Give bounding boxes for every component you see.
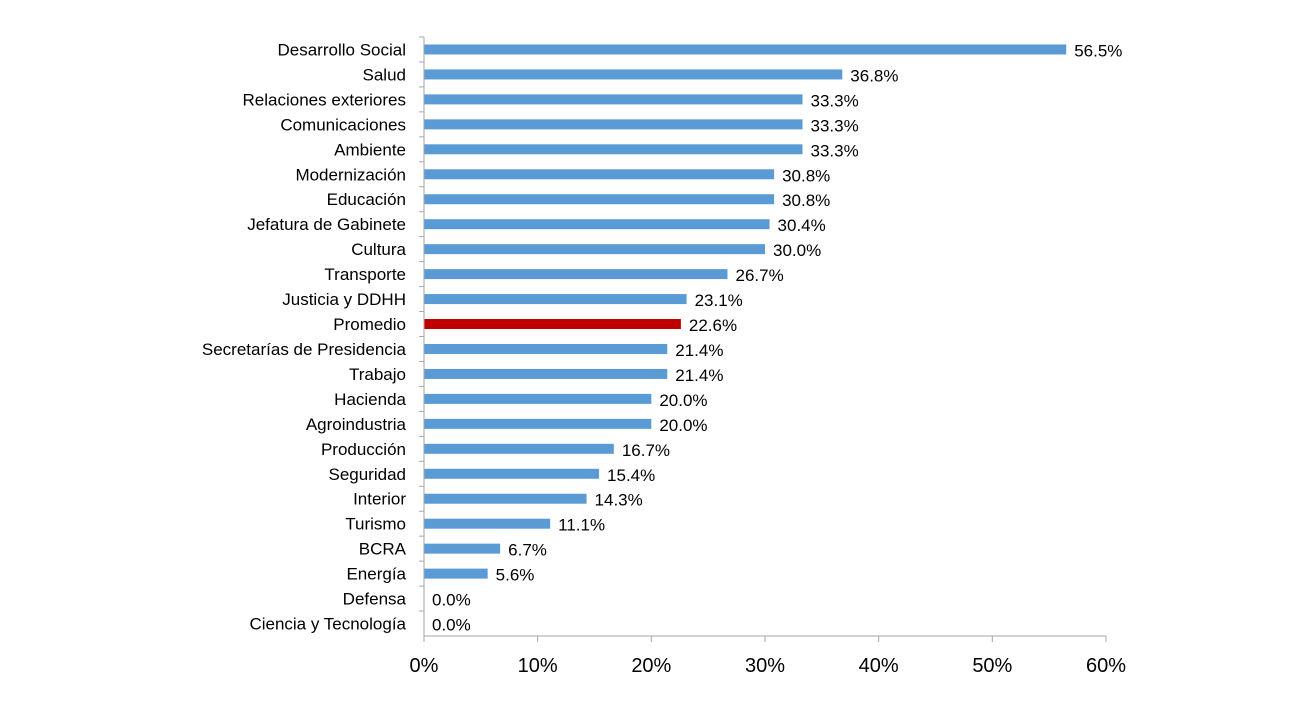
bar	[424, 543, 501, 554]
category-label: Comunicaciones	[280, 115, 406, 134]
x-tick-label: 20%	[631, 655, 671, 677]
x-tick-label: 40%	[859, 655, 899, 677]
bar	[424, 69, 843, 80]
value-label: 30.8%	[782, 191, 830, 210]
value-label: 56.5%	[1074, 41, 1122, 60]
x-tick-label: 0%	[410, 655, 439, 677]
value-label: 20.0%	[659, 391, 707, 410]
category-label: Producción	[321, 440, 406, 459]
category-label: BCRA	[359, 540, 407, 559]
bar	[424, 219, 770, 230]
category-labels: Desarrollo Social Salud Relaciones exterio…	[202, 40, 407, 633]
category-label: Salud	[363, 65, 406, 84]
bar	[424, 119, 803, 130]
category-label: Transporte	[324, 265, 406, 284]
category-label: Defensa	[343, 590, 407, 609]
category-label: Hacienda	[334, 390, 406, 409]
x-tick-label: 50%	[972, 655, 1012, 677]
category-label: Energía	[346, 565, 406, 584]
category-label: Modernización	[295, 165, 406, 184]
value-label: 6.7%	[508, 541, 547, 560]
value-label: 33.3%	[811, 141, 859, 160]
bar	[424, 244, 765, 255]
value-label: 21.4%	[675, 366, 723, 385]
bar	[424, 169, 775, 180]
x-ticks-group: 0% 10% 20% 30% 40% 50% 60%	[410, 636, 1126, 677]
x-tick-label: 60%	[1086, 655, 1126, 677]
x-tick-label: 30%	[745, 655, 785, 677]
category-label: Turismo	[345, 515, 406, 534]
bar	[424, 343, 668, 354]
value-label: 14.3%	[595, 491, 643, 510]
category-label: Agroindustria	[306, 415, 407, 434]
value-label: 36.8%	[850, 66, 898, 85]
value-label: 15.4%	[607, 466, 655, 485]
category-label: Trabajo	[349, 365, 406, 384]
value-label: 0.0%	[432, 616, 471, 635]
category-label: Secretarías de Presidencia	[202, 340, 407, 359]
bar	[424, 518, 551, 529]
category-label: Desarrollo Social	[278, 40, 407, 59]
category-label: Ciencia y Tecnología	[249, 615, 406, 634]
bar	[424, 269, 728, 280]
value-label: 26.7%	[735, 266, 783, 285]
category-label: Educación	[327, 190, 406, 209]
value-label: 21.4%	[675, 341, 723, 360]
value-label: 11.1%	[558, 516, 605, 535]
bar	[424, 194, 775, 205]
category-label: Ambiente	[334, 140, 406, 159]
value-label: 23.1%	[695, 291, 743, 310]
bar	[424, 418, 652, 429]
value-labels: 56.5% 36.8% 33.3% 33.3% 33.3% 30.8% 30.8% 30.4%…	[432, 41, 1122, 634]
value-label: 33.3%	[811, 116, 859, 135]
value-label: 5.6%	[496, 566, 535, 585]
bar	[424, 294, 687, 305]
value-label: 30.4%	[778, 216, 826, 235]
value-label: 22.6%	[689, 316, 737, 335]
category-label: Justicia y DDHH	[282, 290, 406, 309]
bar	[424, 568, 488, 579]
bar	[424, 468, 600, 479]
bar	[424, 368, 668, 379]
value-label: 20.0%	[659, 416, 707, 435]
bar	[424, 44, 1067, 55]
category-label: Jefatura de Gabinete	[247, 215, 406, 234]
bar	[424, 144, 803, 155]
bar	[424, 493, 587, 504]
bars-group	[424, 44, 1067, 579]
value-label: 16.7%	[622, 441, 670, 460]
category-label: Interior	[353, 490, 406, 509]
category-label: Promedio	[333, 315, 406, 334]
category-label: Relaciones exteriores	[243, 90, 406, 109]
category-label: Seguridad	[328, 465, 406, 484]
bar-highlight	[424, 319, 681, 330]
value-label: 33.3%	[811, 91, 859, 110]
category-label: Cultura	[351, 240, 406, 259]
bar	[424, 393, 652, 404]
bar	[424, 94, 803, 105]
value-label: 30.8%	[782, 166, 830, 185]
value-label: 0.0%	[432, 591, 471, 610]
bar	[424, 443, 614, 454]
x-tick-label: 10%	[518, 655, 558, 677]
value-label: 30.0%	[773, 241, 821, 260]
